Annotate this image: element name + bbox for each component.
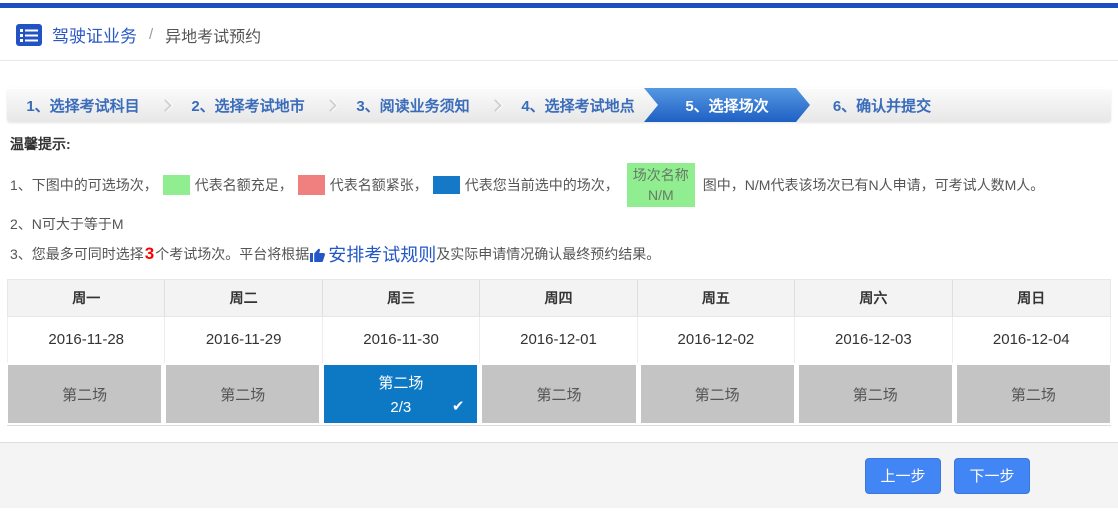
date-cell: 2016-11-29 xyxy=(165,317,323,363)
legend-green-swatch xyxy=(162,175,190,195)
tip2-text: 2、N可大于等于M xyxy=(10,216,124,232)
session-cell-selected[interactable]: 第二场 2/3 ✔ xyxy=(324,365,478,423)
session-name: 第二场 xyxy=(536,386,582,404)
weekday-header-cell: 周一 xyxy=(8,280,166,316)
session-cell[interactable]: 第二场 xyxy=(166,365,320,423)
list-icon xyxy=(16,23,42,46)
thumb-up-icon xyxy=(310,248,326,262)
step-tab-5[interactable]: 5、选择场次 xyxy=(644,88,810,122)
sample-session-name: 场次名称 xyxy=(632,167,689,183)
weekday-header-cell: 周日 xyxy=(1017,290,1046,306)
step-separator-chevron xyxy=(489,98,502,112)
step-tab-3[interactable]: 3、阅读业务须知 xyxy=(356,97,470,115)
prev-step-button[interactable]: 上一步 xyxy=(865,457,941,494)
session-cell[interactable]: 第二场 xyxy=(8,365,162,423)
session-cell[interactable]: 第二场 xyxy=(640,365,794,423)
breadcrumb-current-page: 异地考试预约 xyxy=(165,28,262,46)
tip-line-2: 2、N可大于等于M xyxy=(10,214,1108,234)
sample-session-box: 场次名称 N/M xyxy=(626,163,695,207)
weekday-header-cell: 周四 xyxy=(480,280,638,316)
schedule-table: 周一 周二 周三 周四 周五 周六 周日 2016-11-28 2016-11-29 2016-… xyxy=(7,279,1111,426)
tip1-blue-label: 代表您当前选中的场次， xyxy=(464,177,619,193)
date-cell: 2016-12-01 xyxy=(480,317,638,363)
step-tab-6[interactable]: 6、确认并提交 xyxy=(832,97,932,115)
weekday-header-cell: 周三 xyxy=(323,280,481,316)
tip3-text-1: 3、您最多可同时选择 xyxy=(10,246,144,262)
step-bar: 1、选择考试科目 2、选择考试地市 3、阅读业务须知 4、选择考试地点 5、选择场次 6、… xyxy=(7,88,1111,122)
step-tab-2[interactable]: 2、选择考试地市 xyxy=(191,97,305,115)
date-cell: 2016-12-03 xyxy=(795,317,953,363)
step-separator-chevron xyxy=(159,98,172,112)
sample-session-quota: N/M xyxy=(647,187,674,203)
tip-line-1: 1、下图中的可选场次， 代表名额充足， 代表名额紧张， 代表您当前选中的场次， … xyxy=(10,163,1108,207)
step-tab-1[interactable]: 1、选择考试科目 xyxy=(26,97,140,115)
weekday-header-cell: 周二 xyxy=(165,280,323,316)
session-name: 第二场 xyxy=(694,386,740,404)
session-name: 第二场 xyxy=(62,386,108,404)
step-separator-chevron xyxy=(324,98,337,112)
tip1-red-label: 代表名额紧张， xyxy=(329,177,428,193)
next-step-button[interactable]: 下一步 xyxy=(954,457,1030,494)
date-cell: 2016-12-04 xyxy=(992,331,1070,348)
tip1-green-label: 代表名额充足， xyxy=(194,177,293,193)
top-accent-bar xyxy=(0,3,1118,8)
tip1-text-1: 1、下图中的可选场次， xyxy=(10,177,158,193)
session-name: 第二场 xyxy=(852,386,898,404)
weekday-header-cell: 周五 xyxy=(638,280,796,316)
exam-rules-link[interactable]: 安排考试规则 xyxy=(309,241,436,267)
session-quota: 2/3 xyxy=(390,399,412,416)
date-row: 2016-11-28 2016-11-29 2016-11-30 2016-12-01… xyxy=(7,317,1111,363)
breadcrumb: 驾驶证业务 / 异地考试预约 xyxy=(0,8,1118,61)
tip3-text-3: 及实际申请情况确认最终预约结果。 xyxy=(436,246,661,262)
weekday-header-row: 周一 周二 周三 周四 周五 周六 周日 xyxy=(7,279,1111,317)
breadcrumb-title[interactable]: 驾驶证业务 xyxy=(52,27,137,46)
exam-rules-link-text: 安排考试规则 xyxy=(328,245,437,265)
legend-red-swatch xyxy=(297,175,325,195)
session-name: 第二场 xyxy=(1010,386,1056,404)
breadcrumb-separator: / xyxy=(149,26,154,43)
session-name: 第二场 xyxy=(378,375,424,392)
check-icon: ✔ xyxy=(451,398,465,415)
session-cell[interactable]: 第二场 xyxy=(956,365,1110,423)
max-select-count: 3 xyxy=(144,244,155,263)
tip1-text-2: 图中，N/M代表该场次已有N人申请，可考试人数M人。 xyxy=(702,177,1045,193)
session-cell[interactable]: 第二场 xyxy=(482,365,636,423)
tips-title: 温馨提示: xyxy=(10,136,71,152)
date-cell: 2016-11-30 xyxy=(323,317,481,363)
footer-bar: 上一步 下一步 xyxy=(0,442,1118,508)
session-name: 第二场 xyxy=(220,386,266,404)
date-cell: 2016-11-28 xyxy=(8,317,166,363)
session-row: 第二场 第二场 第二场 2/3 ✔ 第二场 第二场 第二场 第二场 xyxy=(7,363,1111,426)
date-cell: 2016-12-02 xyxy=(638,317,796,363)
session-cell[interactable]: 第二场 xyxy=(798,365,952,423)
weekday-header-cell: 周六 xyxy=(795,280,953,316)
tip-line-3: 3、您最多可同时选择 3 个考试场次。平台将根据 安排考试规则 及实际申请情况确… xyxy=(10,241,1108,267)
legend-blue-swatch xyxy=(432,176,460,194)
tip3-text-2: 个考试场次。平台将根据 xyxy=(155,246,310,262)
tips-section: 温馨提示: 1、下图中的可选场次， 代表名额充足， 代表名额紧张， 代表您当前选… xyxy=(10,134,1108,267)
step-tab-4[interactable]: 4、选择考试地点 xyxy=(521,97,635,115)
